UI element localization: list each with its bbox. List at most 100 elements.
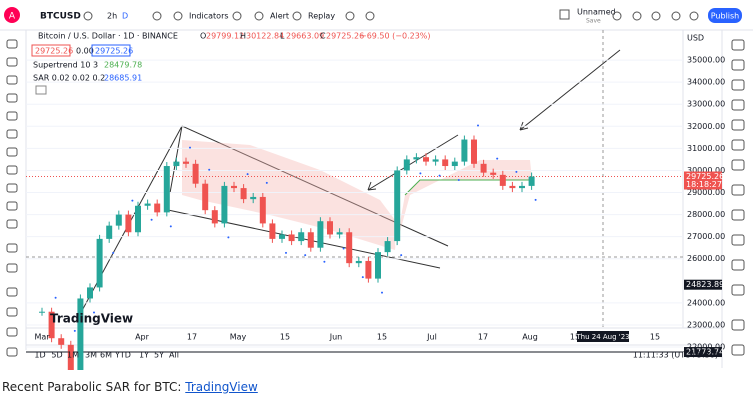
tool-icon bbox=[6, 327, 18, 337]
sar-dot bbox=[342, 247, 345, 250]
sar-dot bbox=[419, 172, 422, 175]
toolbar-icon bbox=[152, 11, 162, 21]
replay[interactable]: Replay bbox=[308, 12, 335, 21]
tool-icon bbox=[6, 201, 18, 211]
candle bbox=[259, 196, 266, 224]
legend-title: Bitcoin / U.S. Dollar · 1D · BINANCE bbox=[38, 32, 178, 41]
tool-icon bbox=[6, 165, 18, 175]
tool-icon bbox=[6, 183, 18, 193]
layout-name[interactable]: Unnamed bbox=[577, 8, 616, 17]
sar-dot bbox=[169, 225, 172, 228]
sar-dot bbox=[189, 146, 191, 149]
range-button[interactable]: 6M bbox=[100, 351, 112, 360]
currency: USD bbox=[687, 34, 704, 43]
range-button[interactable]: YTD bbox=[114, 351, 131, 360]
symbol[interactable]: BTCUSD bbox=[40, 12, 81, 22]
sar-dot bbox=[246, 173, 249, 176]
candle bbox=[144, 203, 151, 206]
candle bbox=[67, 344, 74, 370]
publish: Publish bbox=[711, 12, 740, 21]
candle bbox=[77, 298, 84, 370]
tool-icon bbox=[6, 287, 18, 297]
y-tick-label: 31000.00 bbox=[687, 144, 725, 153]
candle bbox=[231, 185, 237, 189]
side-icon bbox=[731, 119, 745, 131]
caption-link[interactable]: TradingView bbox=[185, 380, 258, 394]
price-tag-bg bbox=[684, 171, 722, 190]
alert[interactable]: Alert bbox=[270, 12, 289, 21]
tool-icon bbox=[6, 147, 18, 157]
side-icon bbox=[731, 319, 745, 331]
ohlc-value: 29725.26 bbox=[326, 32, 364, 41]
avatar-text: A bbox=[9, 12, 16, 22]
candle bbox=[183, 161, 189, 164]
side-icon bbox=[731, 184, 745, 196]
range-button[interactable]: 5D bbox=[51, 351, 62, 360]
supertrend-cloud bbox=[182, 140, 532, 250]
range-button[interactable]: 1M bbox=[67, 351, 79, 360]
sar-dot bbox=[112, 251, 115, 254]
supertrend: Supertrend 10 3 bbox=[33, 61, 98, 70]
side-icon bbox=[731, 139, 745, 151]
candle bbox=[211, 210, 218, 224]
candle bbox=[279, 234, 285, 239]
checkbox[interactable] bbox=[559, 9, 570, 20]
toolbar-icon bbox=[345, 11, 355, 21]
side-icon bbox=[731, 59, 745, 71]
toolbar-icon bbox=[173, 11, 183, 21]
y-tick-label: 33000.00 bbox=[687, 100, 725, 109]
ask-box bbox=[91, 44, 131, 57]
candle bbox=[106, 225, 113, 239]
crosshair-tag-bg bbox=[684, 279, 722, 290]
caption-text: Recent Parabolic SAR for BTC: bbox=[2, 380, 186, 394]
bid-box bbox=[31, 44, 71, 57]
frame bbox=[0, 0, 753, 368]
y-tick-label: 29000.00 bbox=[687, 188, 725, 197]
candle bbox=[269, 223, 276, 239]
range-button[interactable]: 1D bbox=[34, 351, 45, 360]
caption: Recent Parabolic SAR for BTC: TradingVie… bbox=[2, 380, 258, 394]
toolbar-icon bbox=[292, 11, 302, 21]
candle bbox=[355, 260, 362, 264]
candle bbox=[394, 170, 401, 242]
candle bbox=[288, 234, 295, 242]
candle bbox=[384, 241, 391, 253]
y-tick-label: 35000.00 bbox=[687, 56, 725, 65]
sar-dot bbox=[496, 157, 499, 160]
side-icon bbox=[731, 209, 745, 221]
toolbar-icon bbox=[232, 11, 242, 21]
ohlc-key: C bbox=[320, 32, 326, 41]
ohlc-value: 29663.09 bbox=[286, 32, 324, 41]
range-button[interactable]: All bbox=[169, 351, 179, 360]
save[interactable]: Save bbox=[586, 18, 601, 25]
candle bbox=[375, 252, 381, 279]
sar-dot bbox=[93, 311, 95, 314]
indicators[interactable]: Indicators bbox=[189, 12, 229, 21]
candle bbox=[403, 159, 410, 171]
tool-icon bbox=[6, 243, 18, 253]
sar-dot bbox=[438, 174, 441, 177]
time-tag-bg bbox=[577, 331, 629, 342]
range-button[interactable]: 1Y bbox=[139, 351, 149, 360]
x-tick-label: Aug bbox=[522, 333, 538, 342]
sar-dot bbox=[361, 276, 364, 279]
interval-alt[interactable]: D bbox=[122, 12, 128, 21]
interval[interactable]: 2h bbox=[107, 12, 117, 21]
toolbar-icon bbox=[632, 11, 642, 21]
publish-button[interactable] bbox=[708, 8, 742, 23]
supertrend-value: 28479.78 bbox=[104, 61, 142, 70]
range-button[interactable]: 3M bbox=[85, 351, 97, 360]
x-tick-label: Mar bbox=[34, 333, 50, 342]
candle bbox=[509, 185, 516, 189]
tool-icon bbox=[6, 263, 18, 273]
side-icon bbox=[731, 259, 745, 271]
tool-icon bbox=[6, 129, 18, 139]
sar-dot bbox=[285, 251, 287, 254]
change: −69.50 (−0.23%) bbox=[360, 32, 431, 41]
avatar[interactable] bbox=[4, 7, 20, 23]
candle bbox=[423, 157, 429, 162]
candle bbox=[346, 232, 353, 264]
sar-dot bbox=[515, 170, 518, 173]
range-button[interactable]: 5Y bbox=[154, 351, 164, 360]
sar-dot bbox=[265, 181, 268, 184]
